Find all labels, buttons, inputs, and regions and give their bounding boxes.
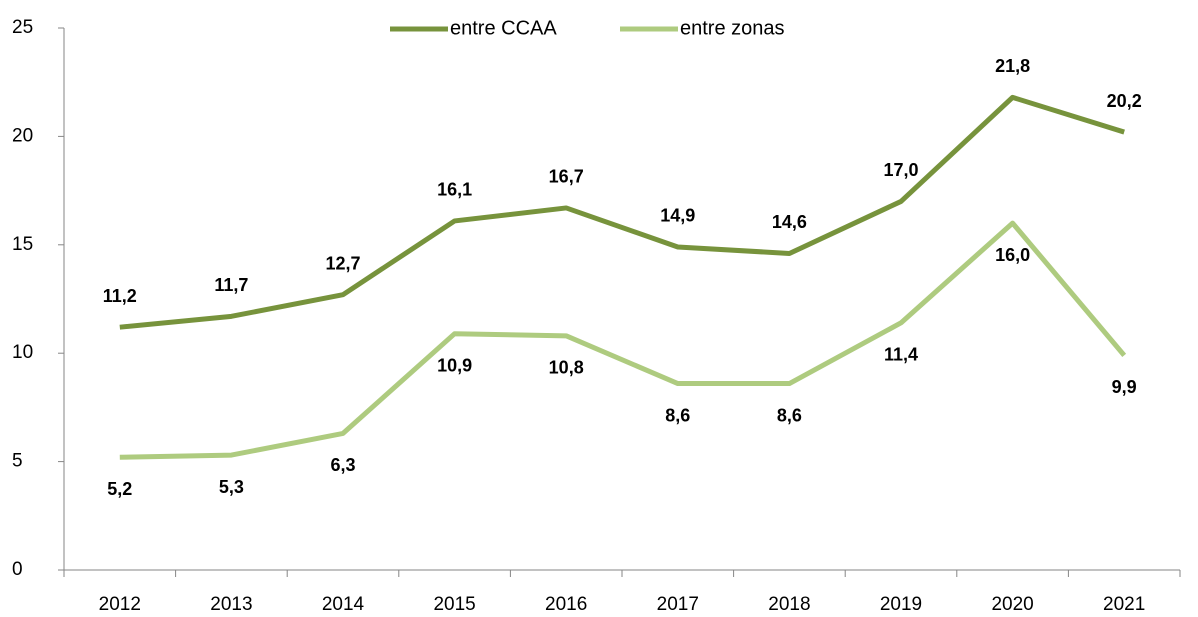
x-tick-label: 2014 (322, 594, 365, 615)
data-label: 16,7 (549, 167, 584, 187)
data-label: 8,6 (777, 405, 802, 425)
x-tick-label: 2016 (545, 594, 587, 615)
x-tick-label: 2019 (880, 594, 922, 615)
data-label: 21,8 (995, 56, 1030, 76)
data-label: 14,9 (660, 206, 695, 226)
legend-label: entre CCAA (450, 17, 557, 39)
data-label: 12,7 (325, 253, 360, 273)
series-line (119, 220, 1127, 460)
x-tick-label: 2015 (433, 594, 475, 615)
legend-label: entre zonas (680, 17, 785, 39)
data-label: 5,3 (219, 477, 244, 497)
data-label: 8,6 (665, 405, 690, 425)
data-label: 20,2 (1107, 91, 1142, 111)
series-line (119, 94, 1125, 330)
data-label: 5,2 (107, 479, 132, 499)
x-tick-label: 2018 (768, 594, 810, 615)
y-tick-label: 5 (12, 451, 23, 472)
x-tick-label: 2017 (657, 594, 699, 615)
data-label: 10,9 (437, 355, 472, 375)
data-label: 11,7 (214, 275, 248, 295)
y-tick-label: 20 (12, 125, 33, 146)
data-label: 11,2 (103, 286, 137, 306)
x-tick-label: 2020 (991, 594, 1033, 615)
x-tick-label: 2012 (99, 594, 141, 615)
data-label: 17,0 (883, 160, 918, 180)
data-label: 11,4 (884, 345, 918, 365)
data-label: 16,0 (995, 245, 1030, 265)
y-tick-label: 10 (12, 342, 33, 363)
data-label: 6,3 (330, 455, 355, 475)
x-tick-label: 2021 (1103, 594, 1145, 615)
data-label: 9,9 (1112, 377, 1137, 397)
x-tick-label: 2013 (210, 594, 252, 615)
data-label: 10,8 (549, 358, 584, 378)
y-tick-label: 15 (12, 234, 33, 255)
y-tick-label: 25 (12, 17, 33, 38)
data-label: 16,1 (437, 180, 472, 200)
data-label: 14,6 (772, 212, 807, 232)
y-tick-label: 0 (12, 559, 23, 580)
